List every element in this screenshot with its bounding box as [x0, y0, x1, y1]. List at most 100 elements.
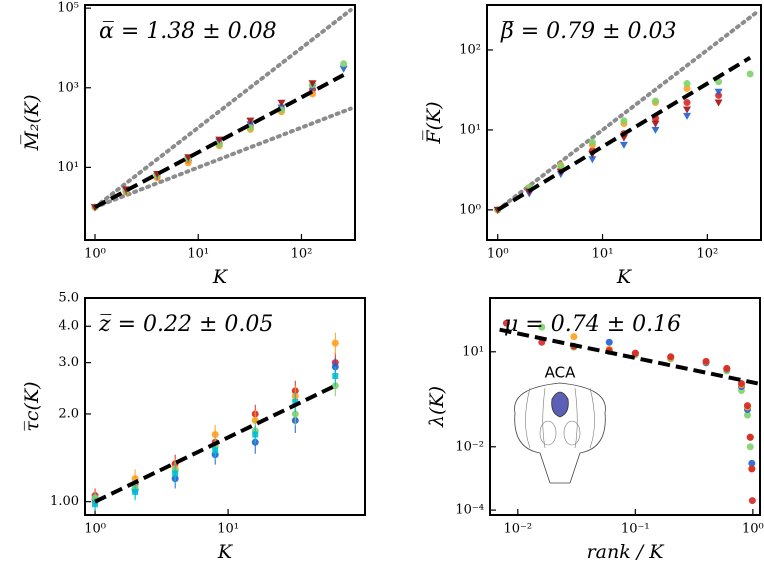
point [132, 488, 139, 495]
point [588, 156, 597, 164]
plot-frame [489, 297, 761, 516]
fit-line [94, 73, 345, 209]
point [172, 470, 179, 477]
point [683, 80, 691, 88]
point [277, 99, 286, 107]
plot-area [499, 319, 759, 505]
point [215, 136, 224, 144]
x-tick-label: 10² [696, 247, 718, 262]
brain-inset: ACA [514, 364, 606, 484]
brain-ventricle [539, 420, 557, 446]
point [215, 140, 223, 148]
plot-area [91, 332, 339, 511]
x-tick-label: 10⁰ [84, 247, 106, 262]
annotation: μ = 0.74 ± 0.16 [504, 312, 681, 337]
y-tick-label: 1.00 [50, 494, 79, 509]
point [308, 80, 317, 88]
y-axis-label: λ(K) [426, 386, 448, 428]
brain-ventricle [563, 420, 581, 446]
y-tick-label: 10⁻² [455, 439, 484, 454]
point [714, 88, 723, 96]
point [748, 465, 756, 473]
x-tick-label: 10⁻¹ [621, 522, 650, 537]
panel: 10⁻² 10⁻¹ 10⁰ 10⁻⁴ 10⁻² 10¹ ACA μ = 0.74 ± 0.16… [426, 297, 764, 563]
point [92, 501, 99, 508]
point [332, 372, 339, 379]
y-tick-label: 2.0 [58, 406, 79, 421]
point [292, 398, 299, 405]
y-tick-label: 5.0 [58, 291, 79, 306]
point [557, 162, 565, 170]
plot-area [493, 9, 760, 214]
y-tick-label: 4.0 [58, 319, 79, 334]
point [631, 349, 639, 357]
point [331, 339, 339, 347]
fit-line [496, 55, 752, 212]
fit-line [499, 327, 759, 386]
y-tick-label: 10⁻⁴ [455, 503, 484, 518]
point [667, 353, 675, 361]
x-tick-label: 10⁰ [84, 522, 106, 537]
point [588, 138, 596, 146]
y-axis-label: F̅(K) [423, 101, 445, 144]
point [743, 402, 751, 410]
y-tick-label: 10⁵ [57, 1, 79, 16]
y-tick-label: 10⁰ [459, 202, 481, 217]
y-tick-label: 3.0 [58, 355, 79, 370]
point [620, 117, 628, 125]
point [246, 117, 255, 125]
x-tick-label: 10¹ [592, 247, 614, 262]
annotation: z̅ = 0.22 ± 0.05 [98, 312, 273, 337]
panel: 10⁰ 10¹ 10² 10⁰ 10¹ 10² β̅ = 0.79 ± 0.03 K F̅(K) [423, 4, 762, 288]
x-tick-label: 10⁰ [487, 247, 509, 262]
point [683, 84, 691, 92]
brain-outline [514, 382, 606, 484]
x-axis-label: K [616, 266, 633, 288]
x-tick-label: 10¹ [217, 522, 239, 537]
plot-frame [84, 4, 356, 241]
y-tick-label: 10¹ [459, 122, 481, 137]
fit-line [94, 383, 337, 504]
point [748, 459, 756, 467]
brain-line [525, 387, 531, 449]
plot-area [91, 7, 353, 212]
panel: 10⁰ 10¹ 1.00 2.0 3.0 4.0 5.0 z̅ = 0.22 ± 0.05 Kτ… [21, 291, 366, 563]
x-axis-label: K [212, 266, 229, 288]
y-tick-label: 10¹ [462, 344, 484, 359]
brain-line [589, 387, 595, 449]
point [746, 70, 754, 78]
annotation: β̅ = 0.79 ± 0.03 [500, 19, 677, 44]
y-axis-label: M̅₂(K) [21, 94, 43, 151]
point [619, 141, 628, 149]
plot-frame [486, 4, 762, 241]
point [570, 333, 578, 341]
y-tick-label: 10¹ [57, 160, 79, 175]
y-tick-label: 10² [459, 42, 481, 57]
x-tick-label: 10¹ [187, 247, 209, 262]
point [748, 497, 756, 505]
aca-region [551, 391, 569, 418]
point [538, 323, 546, 331]
reference-line [495, 9, 760, 212]
point [651, 126, 660, 134]
x-tick-label: 10⁰ [742, 522, 764, 537]
point [291, 410, 299, 418]
x-axis-label: K [217, 541, 234, 563]
point [212, 447, 219, 454]
point [651, 97, 659, 105]
plot-frame [84, 297, 366, 516]
point [746, 443, 754, 451]
y-axis-label: τ̅c(K) [21, 381, 43, 431]
x-axis-label: rank / K [587, 541, 666, 563]
point [252, 431, 259, 438]
inset-label: ACA [545, 364, 576, 382]
y-tick-label: 10³ [57, 80, 79, 95]
x-tick-label: 10⁻² [503, 522, 532, 537]
point [651, 120, 660, 128]
point [502, 319, 510, 327]
annotation: α̅ = 1.38 ± 0.08 [99, 19, 277, 44]
point [743, 411, 751, 419]
point [340, 60, 348, 68]
